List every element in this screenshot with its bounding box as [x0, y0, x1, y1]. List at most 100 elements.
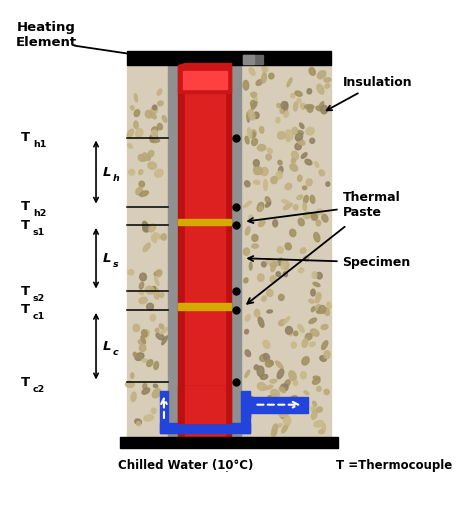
Bar: [178, 219, 231, 225]
Ellipse shape: [153, 105, 157, 110]
Ellipse shape: [311, 407, 316, 412]
Ellipse shape: [162, 116, 167, 122]
Ellipse shape: [277, 246, 283, 253]
Ellipse shape: [261, 168, 268, 176]
Ellipse shape: [303, 203, 307, 210]
Ellipse shape: [254, 365, 258, 370]
Ellipse shape: [155, 277, 159, 285]
Ellipse shape: [283, 416, 291, 425]
Text: T: T: [20, 285, 30, 298]
Ellipse shape: [159, 324, 164, 329]
Ellipse shape: [317, 407, 322, 413]
Ellipse shape: [287, 78, 292, 87]
Ellipse shape: [251, 102, 257, 110]
Ellipse shape: [281, 102, 288, 109]
Ellipse shape: [310, 138, 315, 143]
Bar: [178, 65, 231, 437]
Ellipse shape: [272, 394, 276, 398]
Ellipse shape: [292, 159, 296, 163]
Ellipse shape: [258, 220, 265, 227]
Ellipse shape: [127, 129, 134, 137]
Ellipse shape: [258, 317, 264, 327]
Ellipse shape: [295, 143, 301, 150]
Ellipse shape: [250, 130, 256, 138]
Ellipse shape: [311, 289, 315, 296]
Ellipse shape: [279, 320, 285, 326]
Ellipse shape: [316, 293, 320, 298]
Ellipse shape: [282, 200, 290, 204]
Ellipse shape: [152, 235, 156, 242]
Ellipse shape: [139, 344, 146, 351]
Ellipse shape: [316, 308, 319, 313]
Ellipse shape: [278, 405, 284, 411]
Ellipse shape: [264, 180, 267, 190]
Ellipse shape: [252, 234, 258, 241]
Ellipse shape: [162, 336, 168, 345]
Text: L: L: [103, 166, 111, 179]
Ellipse shape: [298, 218, 304, 226]
Text: h: h: [112, 174, 119, 183]
Ellipse shape: [142, 359, 147, 362]
Ellipse shape: [265, 360, 273, 367]
Ellipse shape: [139, 170, 143, 175]
Ellipse shape: [154, 362, 158, 370]
Ellipse shape: [320, 356, 327, 362]
Ellipse shape: [304, 105, 314, 109]
Ellipse shape: [279, 387, 285, 393]
Ellipse shape: [302, 338, 308, 347]
Ellipse shape: [293, 205, 298, 210]
Ellipse shape: [263, 67, 266, 76]
Ellipse shape: [139, 297, 147, 304]
Ellipse shape: [310, 342, 315, 346]
Ellipse shape: [283, 317, 290, 324]
Ellipse shape: [297, 195, 303, 199]
Ellipse shape: [295, 133, 303, 140]
Ellipse shape: [285, 243, 292, 250]
Ellipse shape: [276, 171, 283, 179]
Ellipse shape: [294, 331, 298, 336]
Ellipse shape: [249, 215, 254, 222]
Ellipse shape: [140, 191, 148, 196]
Text: T: T: [20, 200, 30, 213]
Ellipse shape: [315, 162, 319, 167]
Ellipse shape: [151, 130, 157, 137]
Ellipse shape: [257, 366, 264, 376]
Ellipse shape: [150, 139, 160, 142]
Ellipse shape: [315, 305, 321, 310]
Ellipse shape: [282, 259, 289, 267]
Ellipse shape: [292, 151, 299, 160]
Bar: [178, 63, 231, 93]
Ellipse shape: [143, 153, 150, 161]
Ellipse shape: [307, 106, 313, 112]
Text: ⁚: ⁚: [225, 462, 229, 475]
Ellipse shape: [140, 273, 146, 281]
Ellipse shape: [136, 129, 143, 137]
Ellipse shape: [293, 102, 298, 111]
Ellipse shape: [131, 106, 134, 110]
Ellipse shape: [299, 268, 304, 273]
Ellipse shape: [148, 162, 156, 169]
Ellipse shape: [152, 389, 161, 398]
Ellipse shape: [252, 138, 257, 145]
Ellipse shape: [305, 159, 312, 165]
Ellipse shape: [243, 80, 249, 90]
Ellipse shape: [254, 160, 259, 166]
Ellipse shape: [158, 101, 163, 106]
Ellipse shape: [139, 290, 144, 295]
Ellipse shape: [245, 136, 249, 144]
Ellipse shape: [151, 286, 155, 292]
Ellipse shape: [147, 360, 153, 367]
Ellipse shape: [321, 325, 328, 329]
Ellipse shape: [156, 270, 162, 277]
Ellipse shape: [246, 412, 251, 419]
Ellipse shape: [142, 388, 150, 394]
Ellipse shape: [300, 123, 304, 129]
Ellipse shape: [287, 327, 293, 336]
Ellipse shape: [272, 424, 277, 434]
Ellipse shape: [257, 144, 265, 151]
Ellipse shape: [302, 186, 307, 190]
Ellipse shape: [324, 350, 330, 359]
Ellipse shape: [259, 207, 263, 211]
Ellipse shape: [283, 272, 287, 277]
Text: T: T: [20, 219, 30, 231]
